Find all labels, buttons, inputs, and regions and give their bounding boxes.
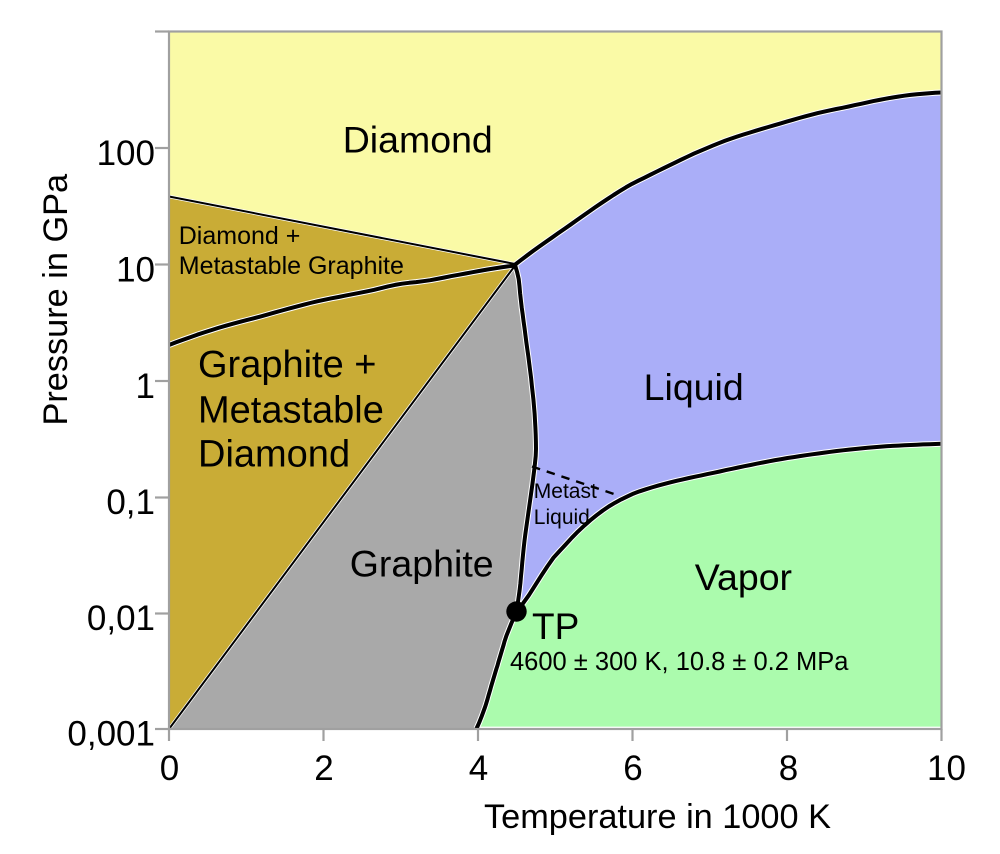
svg-text:Liquid: Liquid [644,366,744,408]
svg-text:0: 0 [160,749,179,788]
svg-text:Metastable Graphite: Metastable Graphite [179,252,404,280]
svg-text:10: 10 [927,749,966,788]
svg-text:6: 6 [623,749,642,788]
svg-text:Metastable: Metastable [198,390,384,432]
svg-text:0,01: 0,01 [87,599,155,638]
svg-text:8: 8 [779,749,798,788]
svg-text:100: 100 [97,134,155,173]
svg-text:Metast: Metast [534,480,597,503]
svg-text:Diamond +: Diamond + [179,222,301,250]
svg-text:Diamond: Diamond [198,434,350,476]
svg-text:Diamond: Diamond [343,118,493,160]
svg-text:Vapor: Vapor [695,556,792,598]
svg-text:Graphite: Graphite [350,543,494,585]
svg-text:Pressure in GPa: Pressure in GPa [37,173,75,426]
svg-text:4: 4 [469,749,488,788]
svg-text:Graphite +: Graphite + [198,344,377,386]
svg-text:4600 ± 300 K, 10.8 ± 0.2 MPa: 4600 ± 300 K, 10.8 ± 0.2 MPa [510,648,849,676]
svg-text:0,1: 0,1 [106,483,155,522]
svg-text:Liquid: Liquid [534,506,590,529]
svg-text:0,001: 0,001 [67,715,155,754]
svg-text:10: 10 [116,251,155,290]
svg-text:TP: TP [532,606,579,647]
svg-text:1: 1 [136,367,155,406]
svg-text:Temperature in 1000 K: Temperature in 1000 K [484,798,831,836]
svg-text:2: 2 [314,749,333,788]
